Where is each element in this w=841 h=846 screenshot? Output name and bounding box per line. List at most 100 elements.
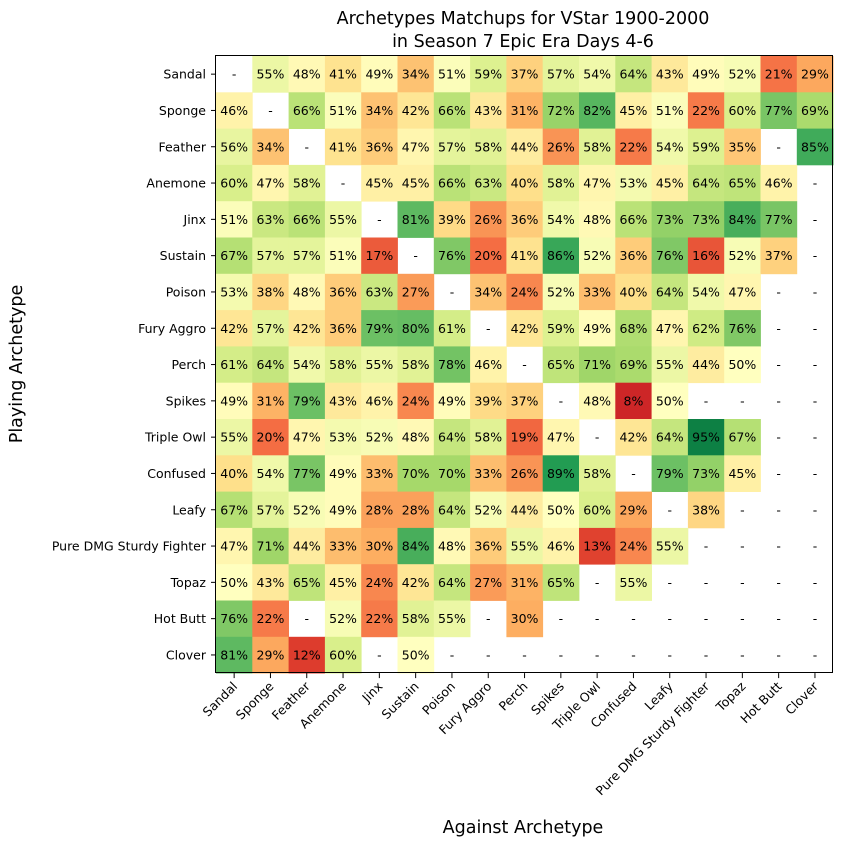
- heatmap-cell: [433, 346, 471, 384]
- heatmap-cell: [651, 237, 689, 275]
- cell-value-label: 55%: [257, 67, 285, 82]
- heatmap-cell: [724, 128, 761, 166]
- heatmap-cell: [216, 273, 253, 311]
- cell-value-label: 89%: [547, 466, 575, 481]
- heatmap-cell: [397, 92, 435, 129]
- cell-value-label: 65%: [547, 357, 575, 372]
- cell-value-label: 58%: [402, 611, 430, 626]
- heatmap-cell: [506, 201, 544, 238]
- heatmap-cell: [687, 56, 725, 93]
- heatmap-cell: [506, 382, 544, 420]
- heatmap-cell: [433, 564, 471, 601]
- cell-value-label: 45%: [329, 575, 357, 590]
- cell-value-label: -: [776, 466, 781, 481]
- cell-value-label: 70%: [402, 466, 430, 481]
- cell-value-label: -: [667, 502, 672, 517]
- cell-value-label: 62%: [692, 321, 720, 336]
- heatmap-cell: [216, 491, 253, 529]
- cell-value-label: 38%: [692, 502, 720, 517]
- cell-value-label: -: [776, 611, 781, 626]
- heatmap-cell: [615, 346, 652, 384]
- cell-value-label: -: [813, 575, 818, 590]
- y-tick-label: Perch: [172, 357, 206, 372]
- chart-title-line-2: in Season 7 Epic Era Days 4-6: [392, 32, 654, 52]
- cell-value-label: 26%: [547, 139, 575, 154]
- cell-value-label: 40%: [620, 284, 648, 299]
- heatmap-cell: [216, 382, 253, 420]
- heatmap-cell: [324, 419, 362, 456]
- cell-value-label: 64%: [656, 430, 684, 445]
- heatmap-cell: [397, 128, 435, 166]
- heatmap-cell: [506, 527, 544, 565]
- y-tick-label: Sponge: [159, 103, 206, 118]
- heatmap-cell: [361, 237, 398, 275]
- cell-value-label: -: [486, 611, 491, 626]
- cell-value-label: 65%: [547, 575, 575, 590]
- cell-value-label: -: [631, 466, 636, 481]
- cell-value-label: 54%: [547, 212, 575, 227]
- cell-value-label: 16%: [692, 248, 720, 263]
- cell-value-label: 48%: [293, 284, 321, 299]
- heatmap-cell: [542, 273, 580, 311]
- cell-value-label: -: [413, 248, 418, 263]
- cell-value-label: 55%: [438, 611, 466, 626]
- heatmap-cell: [760, 237, 798, 275]
- heatmap-cell: [470, 527, 507, 565]
- cell-value-label: 17%: [365, 248, 393, 263]
- cell-value-label: -: [667, 575, 672, 590]
- cell-value-label: 67%: [220, 248, 248, 263]
- heatmap-cell: [724, 164, 761, 202]
- cell-value-label: 59%: [692, 139, 720, 154]
- cell-value-label: 46%: [765, 176, 793, 191]
- cell-value-label: -: [813, 321, 818, 336]
- cell-value-label: 42%: [511, 321, 539, 336]
- cell-value-label: -: [813, 393, 818, 408]
- cell-value-label: 43%: [257, 575, 285, 590]
- y-tick-label: Pure DMG Sturdy Fighter: [52, 539, 207, 554]
- cell-value-label: -: [740, 611, 745, 626]
- cell-value-label: 43%: [474, 103, 502, 118]
- y-tick-label: Topaz: [170, 575, 207, 590]
- cell-value-label: -: [341, 176, 346, 191]
- heatmap-cell: [397, 527, 435, 565]
- cell-value-label: 42%: [220, 321, 248, 336]
- heatmap-cell: [470, 346, 507, 384]
- heatmap-cell: [651, 310, 689, 347]
- heatmap-cell: [216, 527, 253, 565]
- cell-value-label: 24%: [365, 575, 393, 590]
- heatmap-cell: [324, 56, 362, 93]
- cell-value-label: 64%: [438, 575, 466, 590]
- heatmap-cell: [651, 382, 689, 420]
- cell-value-label: 50%: [402, 647, 430, 662]
- cell-value-label: 60%: [728, 103, 756, 118]
- cell-value-label: -: [450, 284, 455, 299]
- heatmap-cell: [433, 201, 471, 238]
- cell-value-label: 53%: [220, 284, 248, 299]
- cell-value-label: 57%: [257, 248, 285, 263]
- cell-value-label: 49%: [329, 466, 357, 481]
- cell-value-label: 66%: [620, 212, 648, 227]
- cell-value-label: 71%: [257, 539, 285, 554]
- cell-value-label: 38%: [257, 284, 285, 299]
- cell-value-label: -: [522, 647, 527, 662]
- cell-value-label: -: [486, 647, 491, 662]
- cell-value-label: -: [450, 647, 455, 662]
- cell-value-label: 47%: [220, 539, 248, 554]
- cell-value-label: 49%: [692, 67, 720, 82]
- heatmap-cell: [687, 128, 725, 166]
- cell-value-label: 69%: [801, 103, 829, 118]
- cell-value-label: 8%: [624, 393, 644, 408]
- heatmap-cell: [397, 636, 435, 674]
- cell-value-label: 79%: [293, 393, 321, 408]
- heatmap-cell: [542, 455, 580, 492]
- cell-value-label: 36%: [511, 212, 539, 227]
- cell-value-label: 70%: [438, 466, 466, 481]
- heatmap-cell: [397, 600, 435, 638]
- heatmap-cell: [687, 310, 725, 347]
- heatmap-cell: [651, 164, 689, 202]
- heatmap-cell: [506, 56, 544, 93]
- cell-value-label: 58%: [474, 430, 502, 445]
- heatmap-cell: [579, 455, 616, 492]
- heatmap-cell: [470, 164, 507, 202]
- cell-value-label: 20%: [474, 248, 502, 263]
